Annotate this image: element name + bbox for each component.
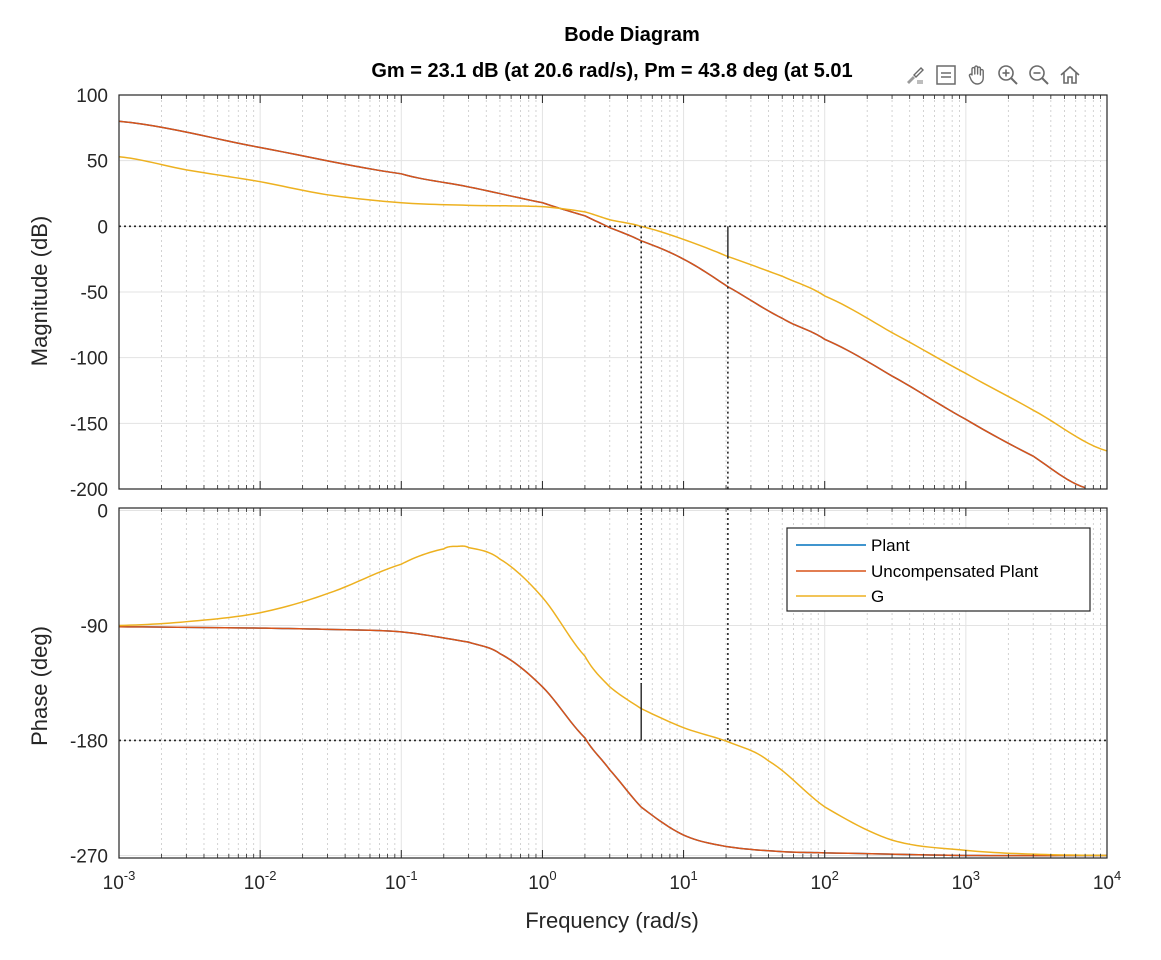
- x-tick-label: 102: [811, 868, 839, 894]
- mag-y-tick-label: 0: [97, 217, 108, 238]
- chart-title: Bode Diagram: [564, 24, 700, 46]
- x-tick-label: 10-1: [385, 868, 418, 894]
- mag-frame: [118, 94, 1108, 490]
- mag-y-tick-label: 50: [87, 152, 108, 173]
- mag-y-tick-label: -100: [70, 349, 108, 370]
- x-axis-label: Frequency (rad/s): [525, 908, 699, 933]
- phase-series-uncompensated-plant: [118, 626, 1107, 857]
- zoom-in-icon[interactable]: [993, 60, 1022, 90]
- mag-y-tick-label: -150: [70, 414, 108, 435]
- phase-y-tick-label: -270: [70, 846, 108, 867]
- mag-y-tick-label: -200: [70, 480, 108, 501]
- magnitude-axes[interactable]: 100 50 0 -50 -100 -150 -200: [70, 86, 1108, 501]
- legend-box: [786, 527, 1091, 612]
- x-tick-label: 10-2: [244, 868, 277, 894]
- x-tick-labels: 10-3 10-2 10-1 100 101 102 103 104: [103, 868, 1122, 894]
- legend-label-uncompensated: Uncompensated Plant: [871, 562, 1039, 581]
- phase-frame: [118, 507, 1108, 859]
- x-tick-label: 101: [669, 868, 697, 894]
- phase-y-tick-label: -90: [81, 617, 108, 638]
- x-tick-label: 10-3: [103, 868, 136, 894]
- brush-icon[interactable]: [900, 60, 929, 90]
- x-tick-label: 103: [952, 868, 980, 894]
- pan-hand-icon[interactable]: [962, 60, 991, 90]
- x-tick-label: 100: [528, 868, 556, 894]
- chart-subtitle: Gm = 23.1 dB (at 20.6 rad/s), Pm = 43.8 …: [371, 60, 852, 82]
- phase-y-tick-label: -180: [70, 731, 108, 752]
- phase-y-tick-label: 0: [97, 502, 108, 523]
- phase-series-g: [118, 545, 1108, 857]
- datatip-icon[interactable]: [931, 60, 960, 90]
- mag-y-tick-label: -50: [81, 283, 108, 304]
- mag-y-tick-label: 100: [76, 86, 108, 107]
- zoom-out-icon[interactable]: [1024, 60, 1053, 90]
- x-tick-label: 104: [1093, 868, 1121, 894]
- magnitude-ylabel: Magnitude (dB): [27, 216, 52, 366]
- legend-label-plant: Plant: [871, 536, 910, 555]
- legend-label-g: G: [871, 587, 884, 606]
- legend[interactable]: Plant Uncompensated Plant G: [786, 527, 1091, 612]
- mag-series-g: [118, 155, 1108, 452]
- home-icon[interactable]: [1055, 60, 1084, 90]
- phase-ylabel: Phase (deg): [27, 626, 52, 746]
- axes-toolbar: [900, 58, 1084, 92]
- mag-series-uncompensated-plant: [118, 120, 1086, 489]
